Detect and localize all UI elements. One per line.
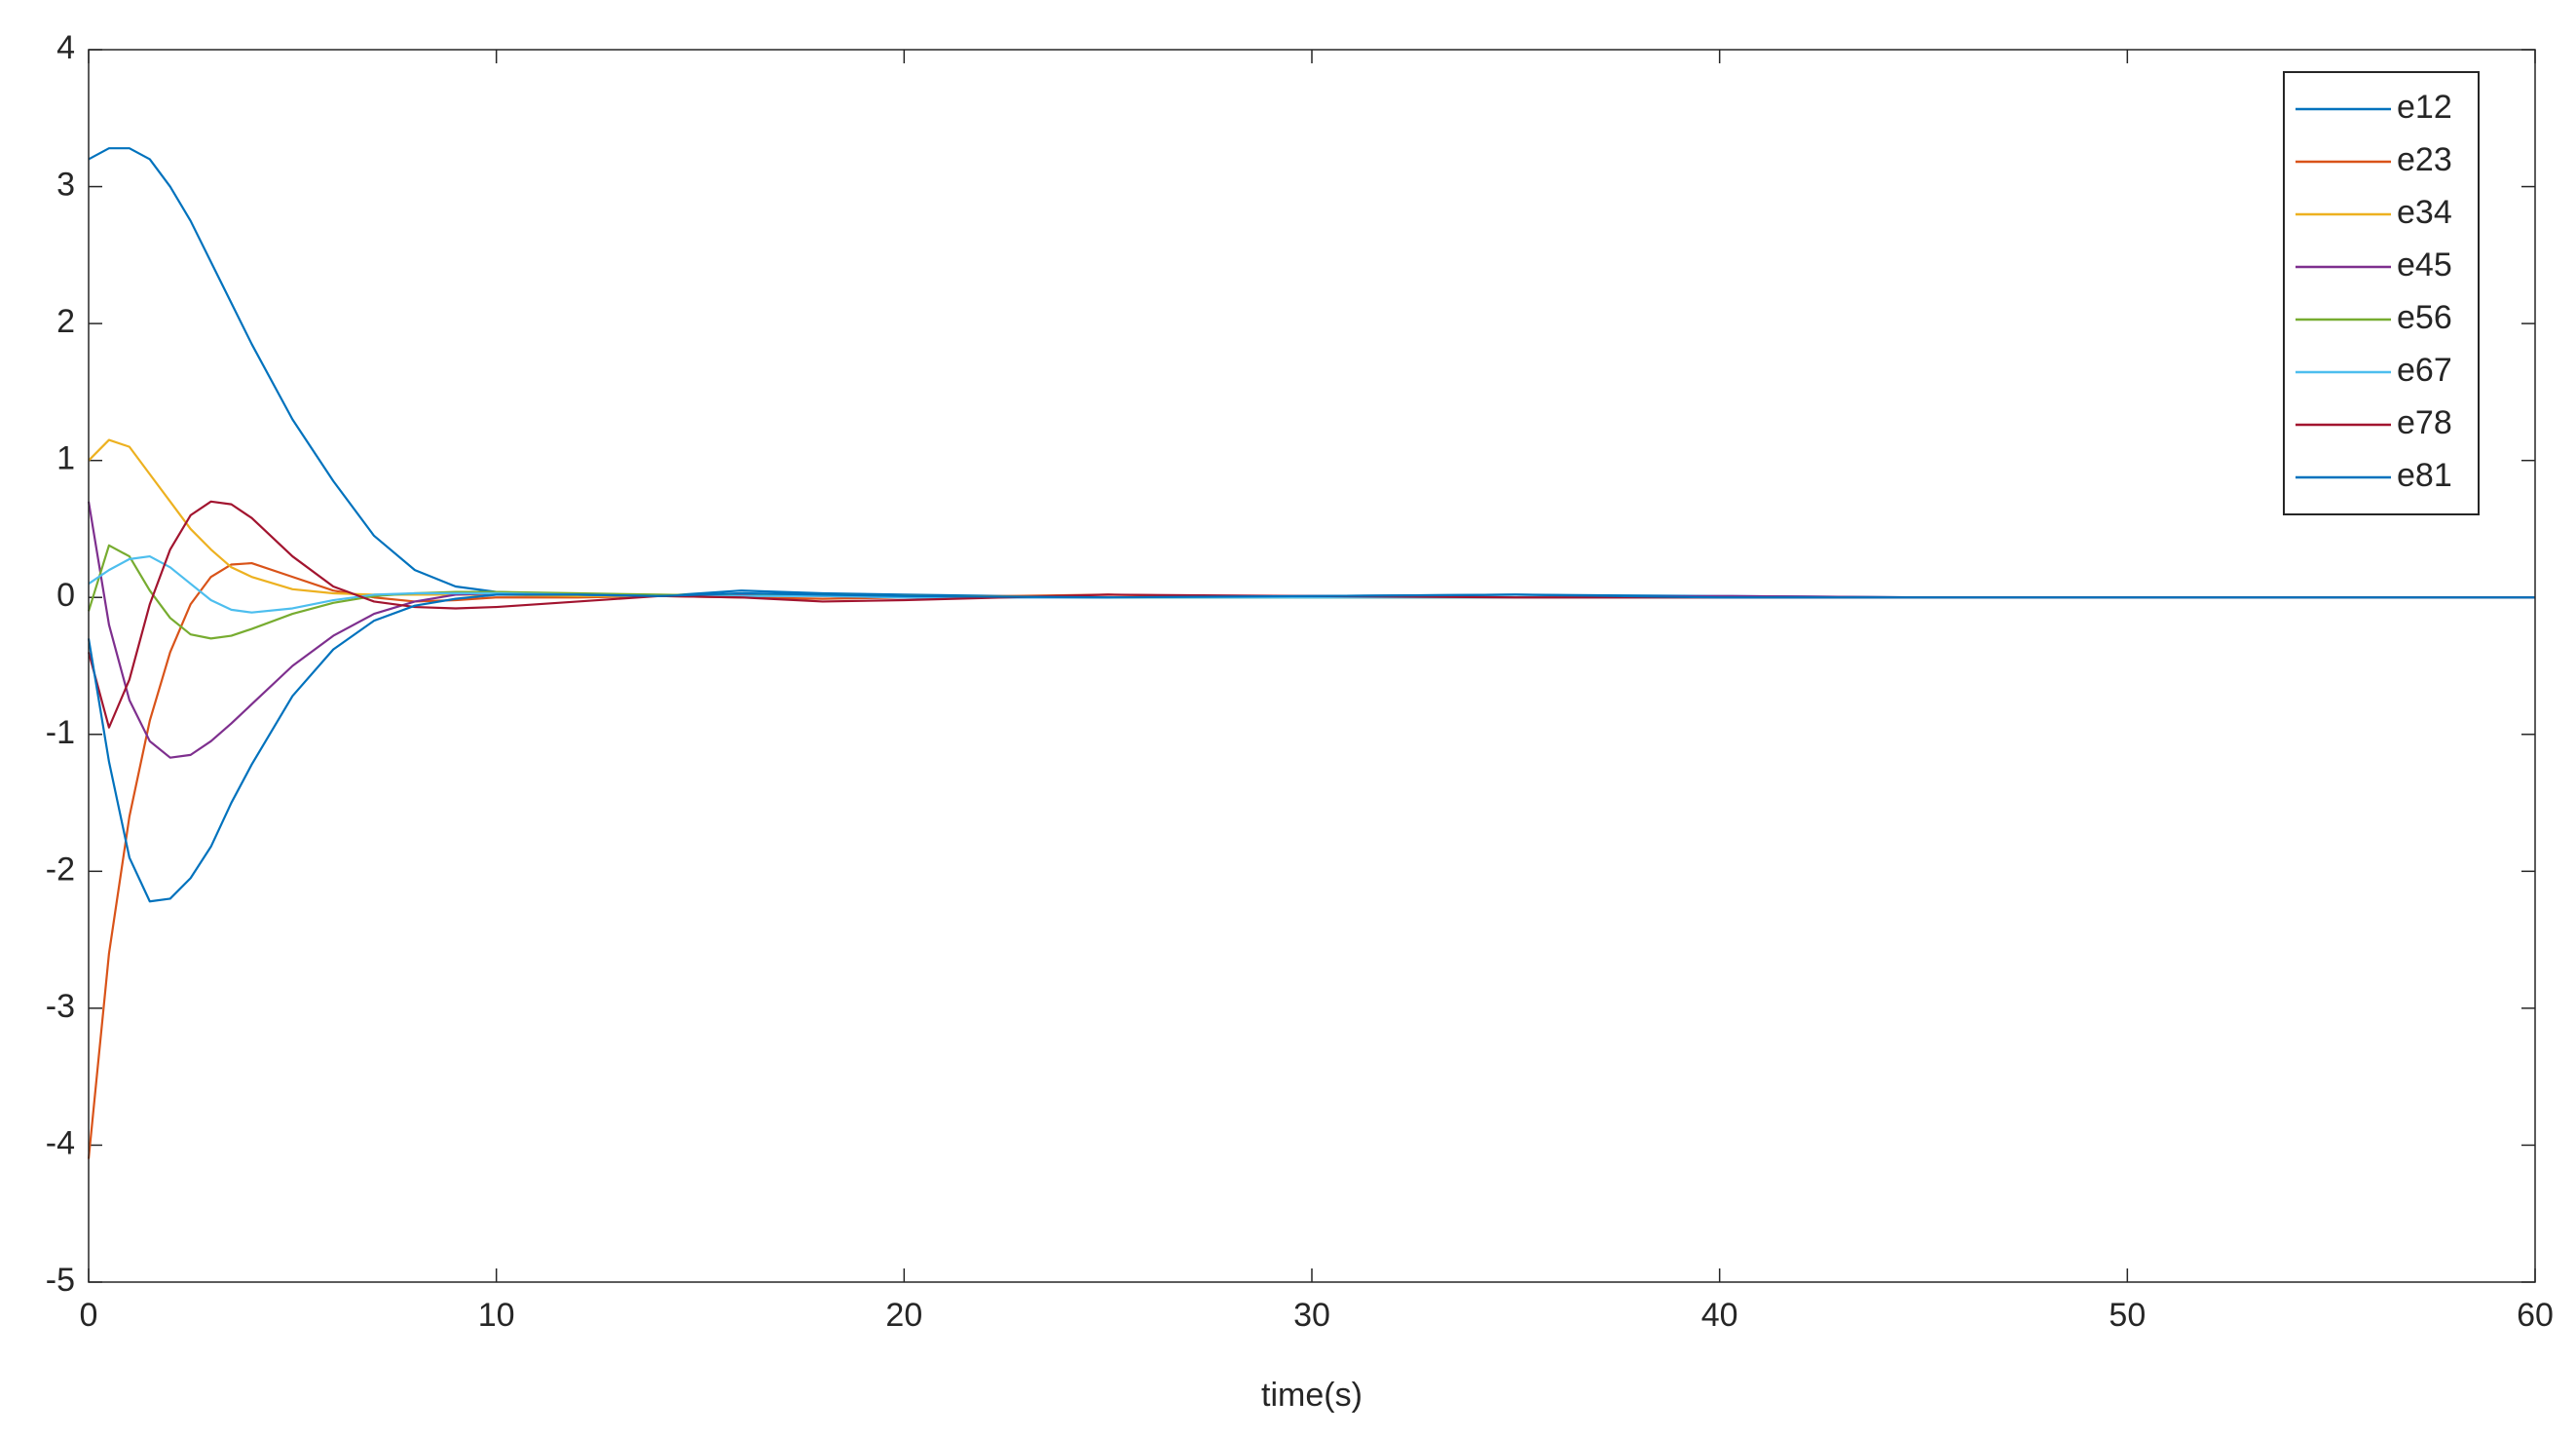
y-tick-label: -2: [46, 851, 75, 888]
x-tick-label: 10: [478, 1297, 515, 1334]
y-tick-label: 4: [56, 29, 75, 66]
series-line: [87, 500, 2535, 729]
x-axis-label: time(s): [1261, 1377, 1363, 1414]
x-tick-label: 60: [2517, 1297, 2554, 1334]
y-tick-label: 3: [56, 167, 75, 204]
legend-label: e45: [2397, 246, 2452, 284]
y-tick-label: -4: [46, 1124, 75, 1161]
x-tick-label: 30: [1293, 1297, 1330, 1334]
plot-area: [89, 50, 2535, 1282]
y-tick-label: -5: [46, 1262, 75, 1299]
legend-label: e81: [2397, 457, 2452, 494]
x-tick-label: 50: [2109, 1297, 2146, 1334]
x-tick-label: 40: [1701, 1297, 1738, 1334]
y-tick-label: 0: [56, 577, 75, 614]
legend-label: e12: [2397, 89, 2452, 126]
y-tick-label: -3: [46, 988, 75, 1025]
series-line: [87, 591, 2535, 903]
legend-label: e23: [2397, 141, 2452, 178]
y-tick-label: 2: [56, 303, 75, 340]
x-tick-label: 20: [885, 1297, 922, 1334]
y-tick-label: 1: [56, 440, 75, 477]
legend-label: e56: [2397, 299, 2452, 336]
axes-box: [88, 49, 2536, 1283]
legend-label: e34: [2397, 194, 2452, 231]
x-tick-label: 0: [80, 1297, 98, 1334]
y-tick-label: -1: [46, 714, 75, 751]
legend-label: e78: [2397, 404, 2452, 441]
legend-box: [2283, 71, 2480, 515]
legend-label: e67: [2397, 352, 2452, 389]
